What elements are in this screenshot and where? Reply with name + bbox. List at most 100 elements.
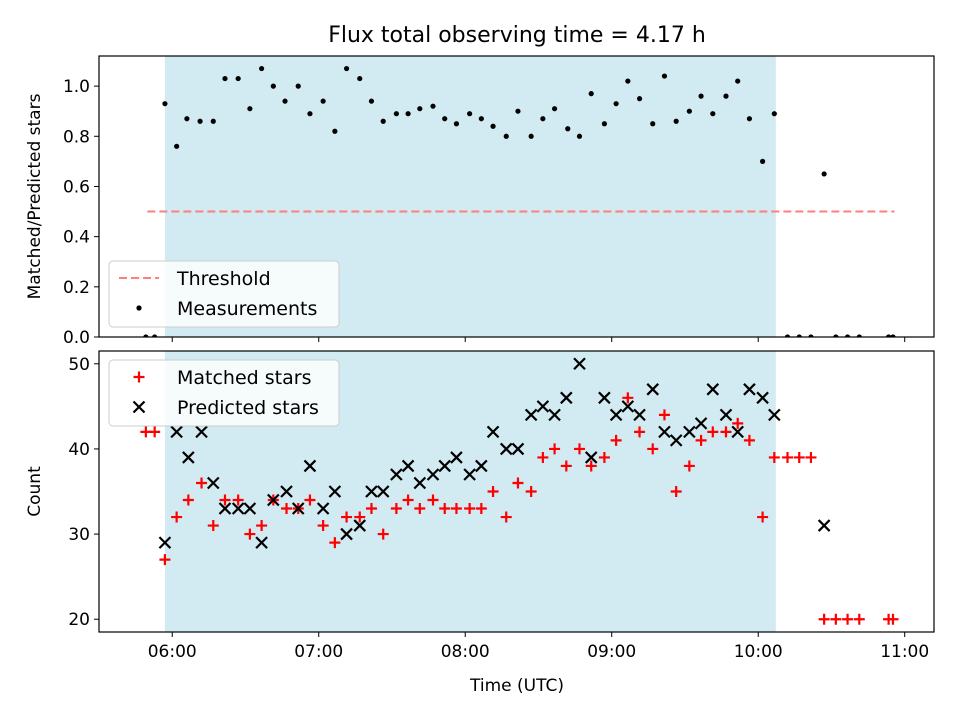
data-point (365, 485, 378, 498)
y-tick-label: 30 (68, 525, 90, 545)
data-point (710, 111, 716, 117)
data-point (206, 476, 220, 490)
data-point (536, 400, 550, 413)
data-point (549, 443, 561, 455)
data-point (707, 426, 719, 438)
data-point (756, 391, 769, 405)
data-point (610, 434, 622, 446)
data-point (598, 391, 611, 405)
data-point (551, 106, 558, 112)
y-tick-label: 0.0 (63, 328, 90, 348)
data-point (537, 451, 549, 463)
data-point (376, 485, 390, 498)
series-measurements (143, 65, 896, 337)
data-point (490, 123, 496, 129)
plot-frame (98, 55, 935, 338)
data-point (548, 408, 561, 422)
data-point (524, 408, 538, 422)
series-predicted-stars (158, 357, 831, 549)
data-point (207, 520, 219, 532)
data-point (427, 494, 439, 506)
data-point (414, 503, 426, 515)
data-point (853, 613, 865, 625)
data-point (320, 98, 326, 104)
legend-marker (132, 400, 146, 414)
data-point (633, 408, 646, 422)
data-point (621, 400, 635, 413)
data-point (328, 485, 342, 498)
data-point (464, 503, 476, 515)
y-tick-label: 0.8 (63, 127, 90, 147)
data-point (317, 520, 329, 532)
data-point (467, 111, 473, 117)
data-point (170, 425, 183, 439)
data-point (821, 171, 827, 177)
data-point (601, 121, 607, 127)
data-point (463, 468, 476, 481)
data-point (735, 78, 741, 84)
data-point (401, 459, 415, 473)
data-point (281, 503, 293, 515)
data-point (247, 106, 253, 112)
data-point (658, 425, 671, 439)
data-point (784, 334, 791, 337)
x-tick-label: 07:00 (294, 642, 343, 662)
data-point (219, 494, 231, 506)
data-point (584, 451, 598, 464)
data-point (340, 527, 353, 541)
data-point (830, 613, 842, 625)
data-point (613, 101, 619, 107)
data-point (453, 121, 460, 127)
data-point (486, 425, 500, 439)
data-point (267, 493, 280, 507)
data-point (377, 528, 389, 540)
data-point (353, 519, 367, 532)
data-point (842, 613, 854, 625)
data-point (329, 537, 341, 549)
data-point (158, 536, 172, 549)
data-point (661, 73, 668, 79)
data-point (184, 116, 190, 122)
data-point (731, 425, 744, 439)
data-point (609, 408, 623, 422)
data-point (525, 486, 537, 497)
data-point (771, 111, 777, 117)
data-point (171, 511, 183, 523)
y-tick-label: 0.4 (63, 228, 90, 248)
x-tick-label: 10:00 (734, 642, 783, 662)
y-tick-label: 40 (68, 440, 90, 460)
legend-label: Threshold (176, 268, 271, 290)
data-point (732, 417, 744, 429)
y-tick-label: 1.0 (63, 77, 90, 97)
data-point (243, 502, 257, 515)
data-point (417, 106, 423, 112)
data-point (565, 126, 571, 132)
data-point (196, 477, 208, 489)
data-point (438, 459, 451, 473)
data-point (743, 434, 755, 446)
data-point (540, 116, 546, 122)
data-point (390, 503, 402, 515)
data-point (426, 468, 440, 481)
data-point (528, 133, 534, 139)
data-point (585, 460, 597, 472)
data-point (683, 460, 695, 472)
data-point (669, 434, 683, 447)
data-point (341, 511, 353, 523)
data-point (647, 443, 659, 455)
data-point (743, 383, 756, 396)
data-point (380, 118, 386, 124)
data-point (646, 383, 660, 396)
data-point (304, 494, 316, 506)
data-point (560, 391, 573, 405)
data-point (487, 486, 499, 497)
data-point (291, 502, 305, 515)
y-tick-label: 0.6 (63, 177, 90, 197)
legend: Matched stars Predicted stars (108, 359, 340, 427)
data-point (625, 78, 631, 84)
data-point (357, 75, 363, 82)
data-point (622, 392, 634, 404)
data-point (270, 83, 276, 89)
x-tick-label: 09:00 (587, 642, 636, 662)
x-axis-label: Time (UTC) (469, 676, 564, 696)
